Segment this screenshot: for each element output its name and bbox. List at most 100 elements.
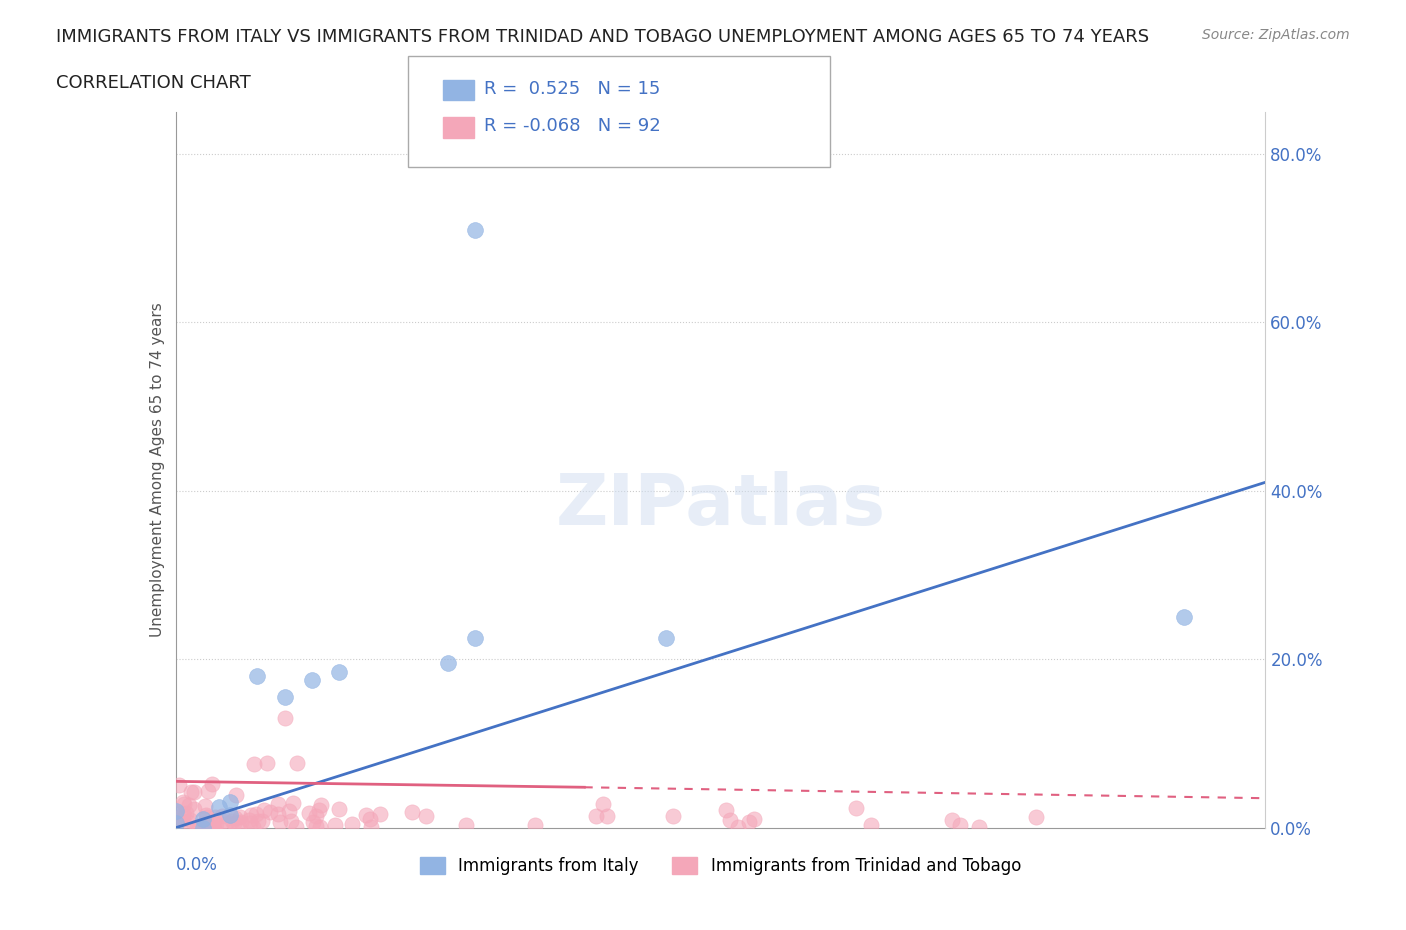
Text: Source: ZipAtlas.com: Source: ZipAtlas.com <box>1202 28 1350 42</box>
Point <box>224 810 246 825</box>
Point <box>194 799 217 814</box>
Point <box>180 785 202 800</box>
Point <box>967 820 990 835</box>
Point <box>340 817 363 831</box>
Point <box>165 804 187 819</box>
Point <box>239 816 262 830</box>
Point <box>523 817 546 832</box>
Point <box>592 797 614 812</box>
Point <box>464 631 486 645</box>
Point <box>655 631 678 645</box>
Point <box>169 813 191 828</box>
Point <box>716 803 738 817</box>
Point <box>368 806 391 821</box>
Point <box>174 805 197 820</box>
Point <box>304 808 326 823</box>
Point <box>274 690 297 705</box>
Point <box>269 814 291 829</box>
Point <box>194 807 217 822</box>
Point <box>259 804 281 819</box>
Point <box>195 810 218 825</box>
Point <box>201 820 224 835</box>
Text: ZIPatlas: ZIPatlas <box>555 471 886 540</box>
Point <box>277 804 299 818</box>
Point <box>172 806 194 821</box>
Point <box>224 815 246 830</box>
Point <box>464 222 486 237</box>
Point <box>596 808 619 823</box>
Point <box>246 814 269 829</box>
Point <box>197 784 219 799</box>
Point <box>360 819 382 834</box>
Point <box>200 819 222 834</box>
Point <box>173 797 195 812</box>
Point <box>172 811 194 826</box>
Point <box>219 795 242 810</box>
Point <box>202 819 225 834</box>
Point <box>228 809 250 824</box>
Point <box>204 810 226 825</box>
Legend: Immigrants from Italy, Immigrants from Trinidad and Tobago: Immigrants from Italy, Immigrants from T… <box>412 849 1029 884</box>
Point <box>201 777 224 791</box>
Text: R =  0.525   N = 15: R = 0.525 N = 15 <box>484 80 659 99</box>
Point <box>245 806 267 821</box>
Point <box>186 819 208 834</box>
Point <box>193 816 215 830</box>
Text: IMMIGRANTS FROM ITALY VS IMMIGRANTS FROM TRINIDAD AND TOBAGO UNEMPLOYMENT AMONG : IMMIGRANTS FROM ITALY VS IMMIGRANTS FROM… <box>56 28 1149 46</box>
Point <box>328 801 350 816</box>
Point <box>859 817 882 832</box>
Point <box>193 818 215 833</box>
Point <box>309 819 332 834</box>
Point <box>267 806 290 821</box>
Point <box>165 804 187 818</box>
Point <box>179 813 201 828</box>
Point <box>208 799 231 814</box>
Text: CORRELATION CHART: CORRELATION CHART <box>56 74 252 92</box>
Point <box>167 777 190 792</box>
Point <box>1025 810 1047 825</box>
Point <box>205 817 228 831</box>
Text: 0.0%: 0.0% <box>176 857 218 874</box>
Point <box>311 797 333 812</box>
Point <box>219 807 242 822</box>
Point <box>359 812 381 827</box>
Point <box>281 796 304 811</box>
Point <box>285 756 308 771</box>
Point <box>356 807 378 822</box>
Point <box>250 814 273 829</box>
Point <box>267 796 290 811</box>
Point <box>949 817 972 832</box>
Point <box>662 808 685 823</box>
Point <box>212 813 235 828</box>
Point <box>941 813 963 828</box>
Point <box>401 804 423 819</box>
Point <box>305 818 328 833</box>
Point <box>727 820 749 835</box>
Point <box>238 812 260 827</box>
Point <box>197 820 219 835</box>
Point <box>301 815 323 830</box>
Point <box>845 801 868 816</box>
Point <box>742 811 765 826</box>
Point <box>173 794 195 809</box>
Point <box>242 820 264 835</box>
Point <box>165 816 187 830</box>
Point <box>239 808 262 823</box>
Point <box>308 803 330 817</box>
Point <box>191 812 214 827</box>
Point <box>177 815 200 830</box>
Point <box>437 656 460 671</box>
Point <box>191 820 214 835</box>
Point <box>256 755 278 770</box>
Point <box>179 797 201 812</box>
Point <box>246 669 269 684</box>
Point <box>183 785 205 800</box>
Point <box>243 757 266 772</box>
Point <box>226 816 249 830</box>
Point <box>285 819 308 834</box>
Point <box>221 813 243 828</box>
Point <box>328 664 350 679</box>
Point <box>229 815 252 830</box>
Point <box>274 711 297 725</box>
Point <box>585 809 607 824</box>
